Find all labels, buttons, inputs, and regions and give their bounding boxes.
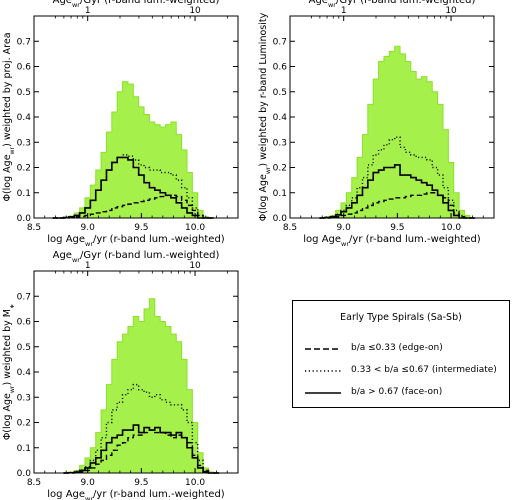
y-tick-label: 0.5 [17, 88, 31, 98]
x-tick-label: 8.5 [283, 223, 297, 233]
x-tick-label: 9.5 [134, 478, 148, 488]
y-axis-label: Φ(log Agewr) weighted by M∗ [2, 304, 16, 440]
y-tick-label: 0.1 [273, 189, 287, 199]
x-tick-label: 9.5 [390, 223, 404, 233]
top-axis-label: Agewr/Gyr (r-band lum.-weighted) [53, 0, 220, 9]
legend-label-intermediate: 0.33 < b/a ≤0.67 (intermediate) [351, 365, 497, 375]
legend-title: Early Type Spirals (Sa-Sb) [340, 312, 462, 323]
y-tick-label: 0.6 [17, 63, 32, 73]
top-axis-label: Agewr/Gyr (r-band lum.-weighted) [309, 0, 476, 9]
panel-r-band-luminosity: 8.5 9.0 9.5 10.0 0.0 0.1 0.2 0.3 0.4 0.5 0.6 0.7 1 10… [258, 0, 495, 248]
x-axis-label: log Agewr/yr (r-band lum.-weighted) [47, 234, 225, 248]
x-axis-label: log Agewr/yr (r-band lum.-weighted) [47, 489, 225, 500]
y-tick-label: 0.1 [17, 444, 31, 454]
legend-label-face-on: b/a > 0.67 (face-on) [351, 387, 443, 397]
x-tick-label: 10.0 [185, 478, 205, 488]
x-tick-label: 9.0 [81, 223, 96, 233]
hist-fill-all-proj-area [52, 81, 214, 219]
y-tick-label: 0.0 [17, 469, 32, 479]
hist-line-dashed-proj-area [52, 194, 214, 219]
y-tick-label: 0.4 [273, 113, 288, 123]
y-tick-label: 0.7 [17, 292, 31, 302]
y-tick-label: 0.0 [273, 214, 288, 224]
y-tick-label: 0.4 [17, 368, 32, 378]
legend-dotted-line-icon [305, 370, 341, 372]
hist-line-dashed-r-band-luminosity [319, 192, 476, 219]
legend-item-face-on: b/a > 0.67 (face-on) [303, 385, 503, 401]
y-tick-label: 0.3 [17, 393, 31, 403]
y-tick-label: 0.6 [273, 63, 288, 73]
y-tick-label: 0.3 [273, 138, 287, 148]
x-tick-label: 10.0 [185, 223, 205, 233]
top-tick-label: 1 [341, 6, 347, 16]
hist-fill-all-r-band-luminosity [319, 45, 476, 219]
x-tick-label: 9.0 [337, 223, 352, 233]
y-tick-label: 0.5 [17, 343, 31, 353]
legend-label-edge-on: b/a ≤0.33 (edge-on) [351, 343, 443, 353]
legend-item-edge-on: b/a ≤0.33 (edge-on) [303, 341, 503, 357]
x-tick-label: 8.5 [27, 478, 41, 488]
legend-solid-line-icon [305, 392, 341, 394]
top-tick-label: 10 [189, 6, 201, 16]
y-tick-label: 0.2 [17, 419, 31, 429]
legend-dashed-line-icon [305, 348, 341, 350]
y-tick-label: 0.6 [17, 318, 32, 328]
y-tick-label: 0.5 [273, 88, 287, 98]
hist-fill-all-stellar-mass [63, 298, 220, 474]
hist-line-solid-proj-area [52, 156, 214, 219]
legend-item-intermediate: 0.33 < b/a ≤0.67 (intermediate) [303, 363, 503, 379]
hist-line-solid-r-band-luminosity [319, 164, 476, 219]
y-tick-label: 0.7 [273, 37, 287, 47]
y-tick-label: 0.2 [273, 164, 287, 174]
x-tick-label: 9.5 [134, 223, 148, 233]
y-tick-label: 0.1 [17, 189, 31, 199]
top-tick-label: 10 [189, 261, 201, 271]
y-tick-label: 0.4 [17, 113, 32, 123]
panel-stellar-mass: 8.5 9.0 9.5 10.0 0.0 0.1 0.2 0.3 0.4 0.5 0.6 0.7 1 10… [2, 250, 239, 500]
top-tick-label: 1 [85, 6, 91, 16]
top-tick-label: 10 [445, 6, 457, 16]
hist-line-dashed-stellar-mass [63, 429, 220, 474]
x-tick-label: 8.5 [27, 223, 41, 233]
hist-line-dotted-stellar-mass [63, 383, 220, 474]
top-tick-label: 1 [85, 261, 91, 271]
y-tick-label: 0.3 [17, 138, 31, 148]
x-tick-label: 9.0 [81, 478, 96, 488]
y-tick-label: 0.2 [17, 164, 31, 174]
y-tick-label: 0.7 [17, 37, 31, 47]
y-axis-label: Φ(log Agewr) weighted by r-band Luminosi… [258, 12, 272, 221]
panel-proj-area: 8.5 9.0 9.5 10.0 0.0 0.1 0.2 0.3 0.4 0.5 0.6 0.7 1 10… [2, 0, 239, 248]
top-axis-label: Agewr/Gyr (r-band lum.-weighted) [53, 250, 220, 264]
x-tick-label: 10.0 [441, 223, 461, 233]
y-axis-label: Φ(log Agewr) weighted by proj. Area [2, 32, 16, 201]
legend: Early Type Spirals (Sa-Sb) b/a ≤0.33 (ed… [292, 300, 510, 408]
y-tick-label: 0.0 [17, 214, 32, 224]
x-axis-label: log Agewr/yr (r-band lum.-weighted) [303, 234, 481, 248]
